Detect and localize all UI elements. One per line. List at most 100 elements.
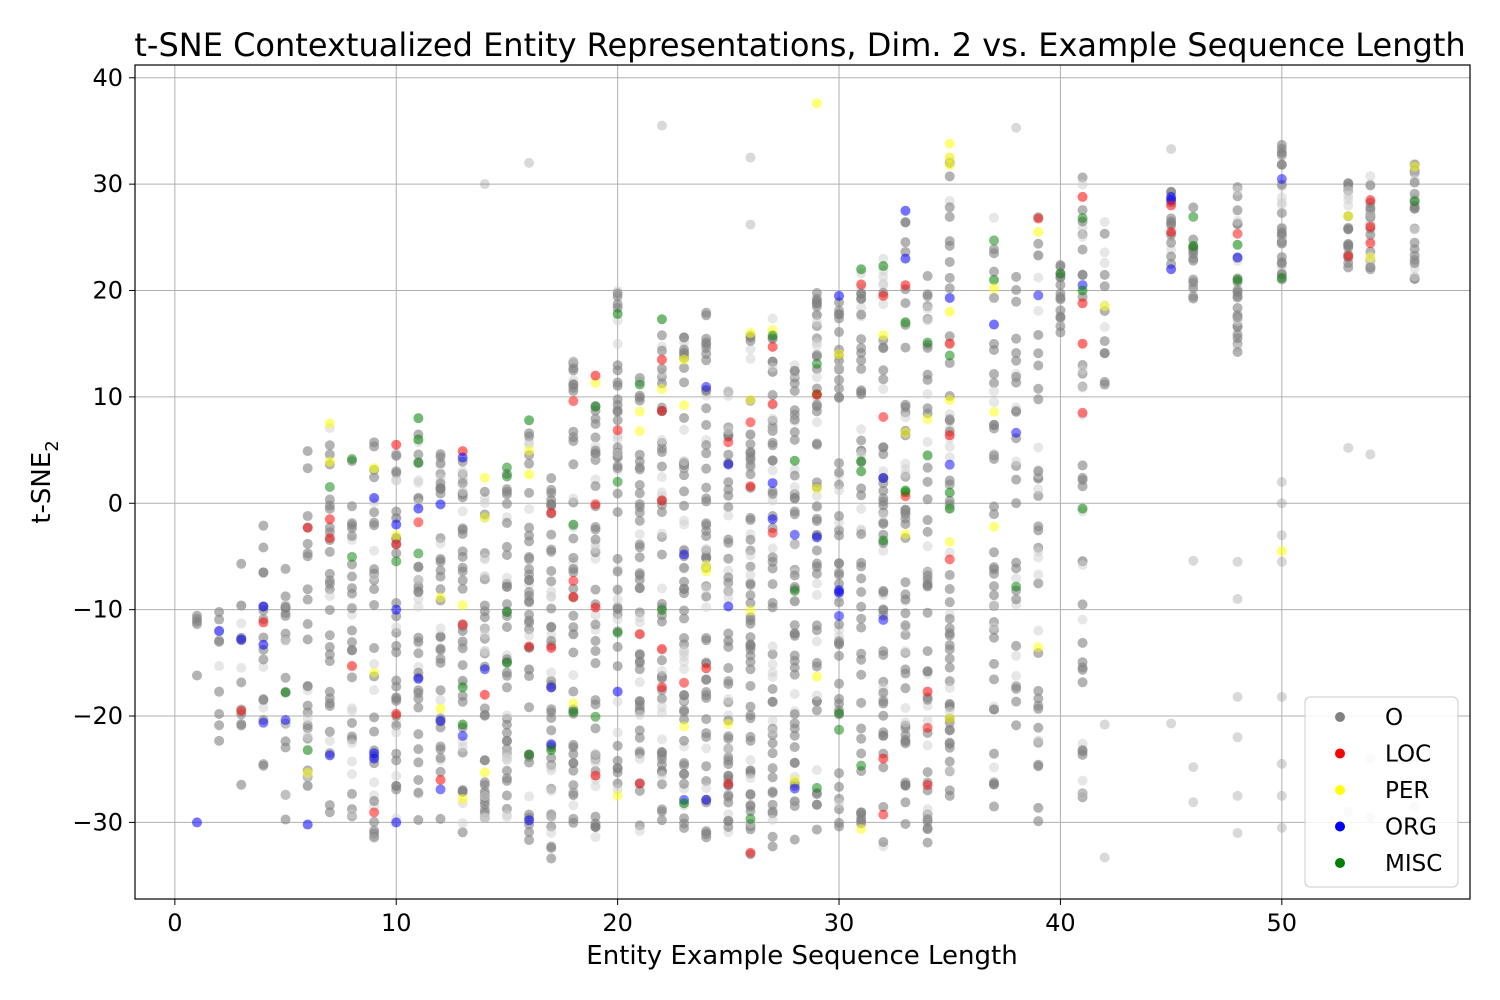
- point-O: [302, 594, 313, 605]
- point-PER: [479, 512, 490, 523]
- point-O: [568, 533, 579, 544]
- point-O: [1077, 637, 1088, 648]
- point-O: [944, 584, 955, 595]
- point-O: [236, 677, 247, 688]
- point-O: [501, 727, 512, 738]
- point-MISC: [546, 745, 557, 756]
- point-O: [745, 534, 756, 545]
- point-O: [524, 827, 535, 838]
- point-O: [767, 715, 778, 726]
- point-O: [568, 610, 579, 621]
- point-O: [900, 646, 911, 657]
- point-O: [679, 470, 690, 481]
- point-O: [369, 659, 380, 670]
- point-MISC: [878, 261, 889, 272]
- point-O: [435, 741, 446, 752]
- point-O: [944, 240, 955, 251]
- point-O: [834, 327, 845, 338]
- point-O: [834, 391, 845, 402]
- point-O: [1055, 279, 1066, 290]
- point-LOC: [878, 809, 889, 820]
- point-PER: [679, 721, 690, 732]
- point-O: [568, 379, 579, 390]
- point-O: [369, 472, 380, 483]
- point-LOC: [391, 708, 402, 719]
- point-PER: [944, 306, 955, 317]
- point-ORG: [479, 664, 490, 675]
- point-O: [413, 729, 424, 740]
- point-O: [1232, 790, 1243, 801]
- point-O: [1188, 283, 1199, 294]
- point-O: [612, 614, 623, 625]
- point-LOC: [369, 807, 380, 818]
- legend-marker-org: [1335, 821, 1345, 832]
- point-O: [723, 821, 734, 832]
- point-LOC: [1077, 407, 1088, 418]
- point-O: [878, 299, 889, 310]
- point-MISC: [789, 455, 800, 466]
- point-O: [656, 330, 667, 341]
- point-LOC: [900, 280, 911, 291]
- point-O: [612, 380, 623, 391]
- point-O: [745, 789, 756, 800]
- point-O: [789, 570, 800, 581]
- point-O: [1365, 210, 1376, 221]
- point-O: [922, 462, 933, 473]
- point-O: [590, 418, 601, 429]
- point-O: [612, 448, 623, 459]
- point-LOC: [1365, 221, 1376, 232]
- point-O: [811, 799, 822, 810]
- point-O: [324, 630, 335, 641]
- y-tick-label: 30: [92, 170, 123, 198]
- point-O: [834, 383, 845, 394]
- point-O: [811, 301, 822, 312]
- point-O: [701, 440, 712, 451]
- point-O: [701, 482, 712, 493]
- point-O: [811, 561, 822, 572]
- point-O: [767, 831, 778, 842]
- point-O: [369, 584, 380, 595]
- point-LOC: [612, 425, 623, 436]
- point-MISC: [612, 308, 623, 319]
- point-O: [568, 583, 579, 594]
- point-O: [656, 616, 667, 627]
- point-O: [701, 493, 712, 504]
- point-O: [723, 628, 734, 639]
- point-O: [922, 315, 933, 326]
- point-O: [856, 490, 867, 501]
- point-ORG: [302, 819, 313, 830]
- point-MISC: [457, 682, 468, 693]
- point-O: [679, 519, 690, 530]
- point-MISC: [856, 264, 867, 275]
- point-O: [324, 522, 335, 533]
- point-O: [1409, 250, 1420, 261]
- point-LOC: [546, 642, 557, 653]
- point-O: [1011, 355, 1022, 366]
- point-O: [900, 217, 911, 228]
- point-O: [856, 447, 867, 458]
- point-O: [1188, 253, 1199, 264]
- point-O: [435, 685, 446, 696]
- point-O: [1166, 213, 1177, 224]
- point-O: [989, 369, 1000, 380]
- point-MISC: [789, 585, 800, 596]
- point-O: [1033, 272, 1044, 283]
- point-O: [989, 779, 1000, 790]
- point-O: [1011, 456, 1022, 467]
- point-O: [989, 801, 1000, 812]
- point-O: [811, 545, 822, 556]
- point-O: [391, 770, 402, 781]
- point-ORG: [457, 730, 468, 741]
- point-LOC: [811, 389, 822, 400]
- point-O: [944, 452, 955, 463]
- point-O: [789, 834, 800, 845]
- legend-label-misc: MISC: [1385, 851, 1442, 877]
- point-O: [944, 441, 955, 452]
- x-tick-label: 10: [381, 909, 412, 937]
- point-ORG: [391, 519, 402, 530]
- point-O: [723, 477, 734, 488]
- point-O: [435, 556, 446, 567]
- point-O: [1077, 789, 1088, 800]
- point-O: [346, 531, 357, 542]
- point-O: [413, 744, 424, 755]
